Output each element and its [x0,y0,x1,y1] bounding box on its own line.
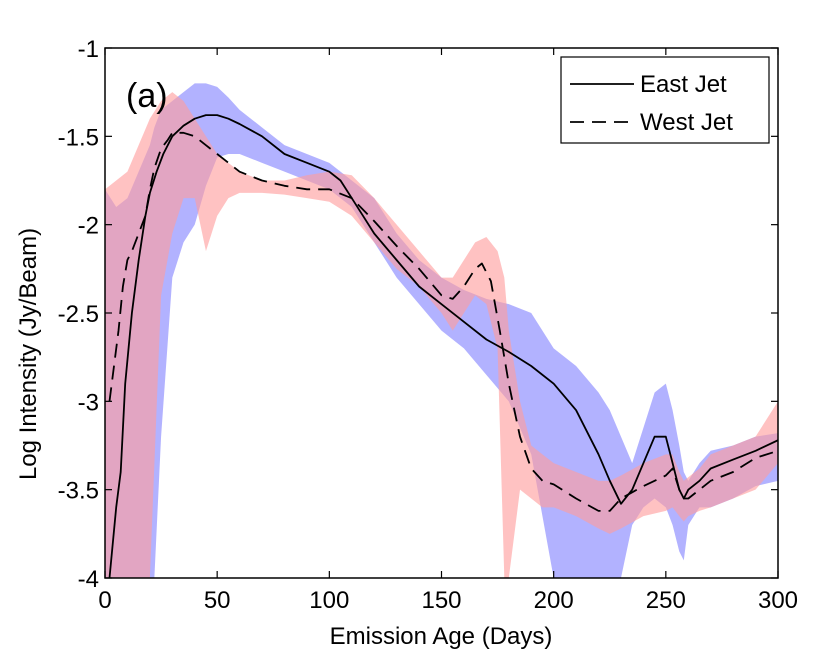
x-axis-label: Emission Age (Days) [330,623,553,650]
y-tick-label: -2 [78,213,99,240]
y-tick-label: -3.5 [58,478,99,505]
x-tick-label: 250 [646,587,686,614]
y-tick-label: -3 [78,389,99,416]
x-tick-label: 100 [309,587,349,614]
y-tick-label: -4 [78,566,99,593]
panel-label: (a) [126,77,168,115]
x-tick-label: 150 [421,587,461,614]
y-tick-label: -2.5 [58,301,99,328]
axis-ticks: 0 50 100 150 200 250 300 -4 -3.5 -3 -2.5 -2 -1.5 -1 [58,36,798,614]
y-axis-label: Log Intensity (Jy/Beam) [15,228,42,480]
y-tick-label: -1 [78,36,99,63]
uncertainty-bands [105,83,778,578]
east-jet-line [108,114,778,578]
east-jet-band [105,83,778,578]
x-tick-label: 200 [534,587,574,614]
x-tick-label: 0 [98,587,111,614]
legend-box [560,56,770,144]
west-jet-band [105,92,778,578]
legend-label-east: East Jet [640,71,727,98]
x-tick-label: 50 [204,587,231,614]
legend-label-west: West Jet [640,109,733,136]
x-tick-label: 300 [758,587,798,614]
west-jet-line [108,131,778,512]
legend: East Jet West Jet [560,56,770,144]
series-lines [108,114,778,578]
y-tick-label: -1.5 [58,124,99,151]
